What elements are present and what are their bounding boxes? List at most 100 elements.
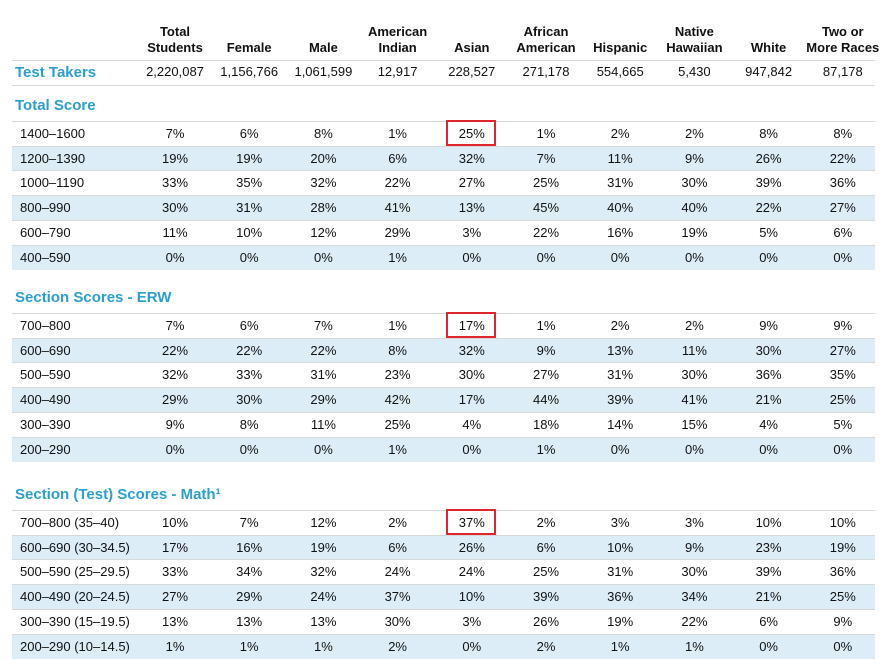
cell: 32% bbox=[458, 150, 485, 166]
row-label: 600–690 bbox=[20, 342, 71, 358]
cell: 31% bbox=[607, 175, 634, 191]
cell: 0% bbox=[536, 249, 556, 265]
cell: 33% bbox=[161, 564, 189, 580]
cell: 4% bbox=[759, 416, 778, 432]
cell: 39% bbox=[755, 175, 782, 191]
rule bbox=[12, 362, 875, 364]
row-stripe bbox=[12, 437, 875, 462]
cell: 0% bbox=[462, 441, 482, 457]
cell: 36% bbox=[829, 175, 856, 191]
cell: 30% bbox=[161, 200, 189, 216]
cell: 0% bbox=[610, 441, 630, 457]
cell: 37% bbox=[384, 589, 411, 605]
cell: 13% bbox=[607, 342, 634, 358]
cell: 22% bbox=[755, 200, 782, 216]
cell: 40% bbox=[607, 200, 634, 216]
cell: 2% bbox=[388, 638, 407, 654]
cell: 7% bbox=[313, 318, 333, 333]
rule bbox=[12, 313, 875, 314]
rule bbox=[12, 559, 875, 561]
row-stripe bbox=[12, 585, 875, 610]
cell: 18% bbox=[532, 416, 560, 432]
cell: 22% bbox=[829, 150, 856, 166]
rule bbox=[12, 436, 875, 438]
cell: 23% bbox=[384, 367, 411, 383]
cell: 2% bbox=[610, 126, 630, 141]
cell: 2% bbox=[388, 515, 407, 530]
test-takers-value: 271,178 bbox=[522, 64, 570, 79]
cell: 29% bbox=[161, 392, 189, 408]
column-header: Hispanic bbox=[593, 40, 648, 55]
cell: 3% bbox=[462, 613, 482, 629]
cell: 19% bbox=[161, 150, 189, 166]
column-header: Total Students bbox=[147, 24, 203, 55]
cell: 20% bbox=[310, 150, 337, 166]
test-takers-value: 12,917 bbox=[377, 64, 418, 79]
cell: 6% bbox=[833, 224, 853, 240]
cell: 27% bbox=[829, 200, 856, 216]
cell: 0% bbox=[239, 441, 259, 457]
cell: 3% bbox=[610, 515, 630, 530]
cell: 1% bbox=[313, 638, 333, 654]
cell: 10% bbox=[458, 589, 485, 605]
row-label: 500–590 (25–29.5) bbox=[20, 564, 130, 580]
cell: 11% bbox=[681, 342, 707, 358]
cell: 19% bbox=[607, 613, 634, 629]
row-stripe bbox=[12, 146, 875, 171]
cell: 33% bbox=[236, 367, 263, 383]
cell: 19% bbox=[236, 150, 263, 166]
cell: 21% bbox=[755, 392, 782, 408]
cell: 0% bbox=[239, 249, 259, 265]
cell: 4% bbox=[462, 416, 482, 432]
cell: 37% bbox=[458, 515, 485, 530]
row-label: 700–800 (35–40) bbox=[20, 515, 120, 530]
cell: 39% bbox=[755, 564, 782, 580]
cell: 31% bbox=[236, 200, 263, 216]
cell: 6% bbox=[388, 539, 407, 555]
cell: 0% bbox=[684, 249, 704, 265]
column-header: African American bbox=[516, 24, 576, 55]
test-takers-value: 87,178 bbox=[822, 64, 863, 79]
cell: 19% bbox=[681, 224, 708, 240]
row-label: 800–990 bbox=[20, 200, 71, 216]
cell: 8% bbox=[833, 126, 853, 141]
cell: 31% bbox=[607, 564, 634, 580]
cell: 1% bbox=[165, 638, 185, 654]
cell: 30% bbox=[755, 342, 782, 358]
cell: 34% bbox=[236, 564, 263, 580]
cell: 41% bbox=[384, 200, 411, 216]
cell: 27% bbox=[532, 367, 560, 383]
cell: 31% bbox=[310, 367, 337, 383]
row-stripe bbox=[12, 196, 875, 221]
cell: 1% bbox=[239, 638, 259, 654]
rule bbox=[12, 121, 875, 122]
cell: 30% bbox=[681, 367, 708, 383]
rule bbox=[12, 195, 875, 197]
column-header: American Indian bbox=[367, 24, 428, 55]
cell: 26% bbox=[458, 539, 485, 555]
cell: 17% bbox=[458, 318, 485, 333]
cell: 8% bbox=[239, 416, 259, 432]
cell: 22% bbox=[384, 175, 411, 191]
cell: 2% bbox=[536, 638, 556, 654]
cell: 0% bbox=[165, 249, 185, 265]
cell: 30% bbox=[384, 613, 411, 629]
cell: 11% bbox=[162, 224, 188, 240]
cell: 42% bbox=[384, 392, 411, 408]
cell: 39% bbox=[607, 392, 634, 408]
column-header: Asian bbox=[454, 40, 490, 55]
cell: 1% bbox=[536, 126, 556, 141]
cell: 30% bbox=[236, 392, 263, 408]
cell: 35% bbox=[236, 175, 263, 191]
cell: 9% bbox=[759, 318, 778, 333]
cell: 10% bbox=[607, 539, 634, 555]
cell: 32% bbox=[161, 367, 189, 383]
cell: 8% bbox=[313, 126, 333, 141]
cell: 1% bbox=[388, 318, 407, 333]
test-takers-value: 1,156,766 bbox=[220, 64, 279, 79]
cell: 16% bbox=[236, 539, 263, 555]
cell: 10% bbox=[236, 224, 263, 240]
cell: 9% bbox=[684, 150, 704, 166]
rule bbox=[12, 85, 875, 86]
